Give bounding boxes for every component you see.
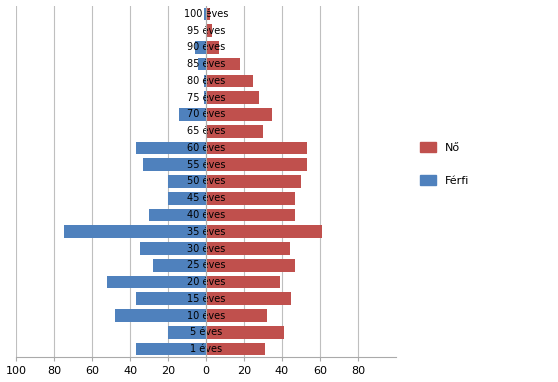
Bar xyxy=(206,276,280,288)
Text: 90 éves: 90 éves xyxy=(187,42,225,52)
Text: 40 éves: 40 éves xyxy=(187,210,225,220)
Text: 5 éves: 5 éves xyxy=(190,327,222,337)
Bar xyxy=(206,175,301,188)
Bar xyxy=(206,24,211,37)
Bar xyxy=(179,108,206,121)
Bar xyxy=(206,343,265,355)
Bar xyxy=(206,58,240,71)
Bar xyxy=(136,293,206,305)
Text: 95 éves: 95 éves xyxy=(187,26,225,36)
Bar xyxy=(206,108,272,121)
Bar xyxy=(107,276,206,288)
Bar xyxy=(149,209,206,221)
Bar xyxy=(136,142,206,154)
Text: 80 éves: 80 éves xyxy=(187,76,225,86)
Text: 70 éves: 70 éves xyxy=(187,110,225,120)
Text: 60 éves: 60 éves xyxy=(187,143,225,153)
Bar xyxy=(204,8,206,20)
Bar xyxy=(115,309,206,322)
Bar xyxy=(64,225,206,238)
Text: 1 éves: 1 éves xyxy=(190,344,222,354)
Bar xyxy=(143,159,206,171)
Bar xyxy=(168,175,206,188)
Text: 30 éves: 30 éves xyxy=(187,243,225,254)
Bar xyxy=(195,41,206,54)
Bar xyxy=(199,58,206,71)
Text: 75 éves: 75 éves xyxy=(187,93,225,103)
Text: 25 éves: 25 éves xyxy=(187,260,225,270)
Text: 15 éves: 15 éves xyxy=(187,294,225,304)
Text: 45 éves: 45 éves xyxy=(187,193,225,203)
Bar xyxy=(206,125,263,138)
Legend: Nő, Férfi: Nő, Férfi xyxy=(415,138,474,190)
Text: 10 éves: 10 éves xyxy=(187,311,225,320)
Bar xyxy=(206,74,253,87)
Bar xyxy=(206,192,295,204)
Text: 50 éves: 50 éves xyxy=(187,176,225,186)
Bar xyxy=(204,74,206,87)
Bar xyxy=(168,192,206,204)
Bar xyxy=(206,309,267,322)
Bar xyxy=(206,209,295,221)
Bar xyxy=(206,259,295,272)
Bar xyxy=(206,91,259,104)
Bar xyxy=(153,259,206,272)
Bar xyxy=(168,326,206,338)
Bar xyxy=(206,142,307,154)
Bar xyxy=(140,242,206,255)
Text: 20 éves: 20 éves xyxy=(187,277,225,287)
Text: 100 éves: 100 éves xyxy=(184,9,228,19)
Text: 35 éves: 35 éves xyxy=(187,227,225,237)
Bar xyxy=(206,293,291,305)
Bar xyxy=(206,8,210,20)
Text: 65 éves: 65 éves xyxy=(187,126,225,136)
Bar xyxy=(206,326,284,338)
Bar xyxy=(206,225,322,238)
Bar xyxy=(204,91,206,104)
Text: 55 éves: 55 éves xyxy=(187,160,225,170)
Bar xyxy=(206,242,290,255)
Bar xyxy=(136,343,206,355)
Bar xyxy=(206,159,307,171)
Text: 85 éves: 85 éves xyxy=(187,59,225,69)
Bar xyxy=(206,41,219,54)
